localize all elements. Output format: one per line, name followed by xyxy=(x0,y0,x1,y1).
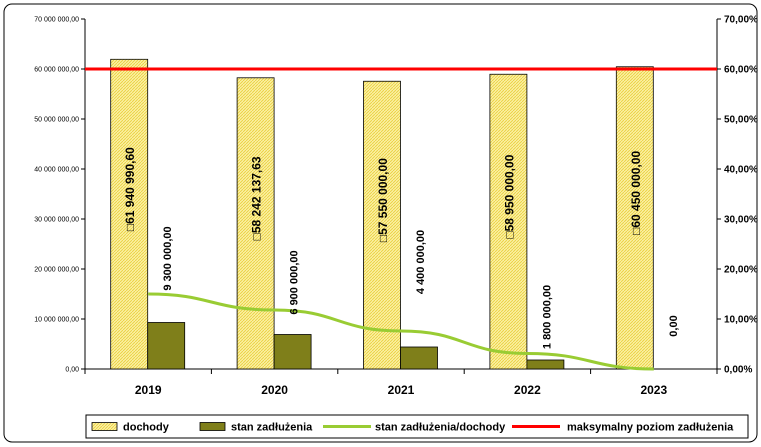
x-tick-label: 2019 xyxy=(135,383,162,397)
legend-entry: maksymalny poziom zadłużenia xyxy=(567,422,734,434)
bar-stan-zadluzenia xyxy=(400,346,438,370)
bar-stan-zadluzenia xyxy=(273,334,312,370)
y-left-tick-label: 30 000 000,00 xyxy=(34,217,79,224)
x-tick-label: 2021 xyxy=(388,383,415,397)
legend-box xyxy=(85,414,749,439)
y-left-tick-label: 50 000 000,00 xyxy=(34,117,79,124)
bar-stan-zadluzenia xyxy=(147,322,186,370)
legend-entry: stan zadłużenia xyxy=(231,422,313,434)
y-left-tick-label: 20 000 000,00 xyxy=(34,267,79,274)
bar-dochody xyxy=(236,77,275,370)
y-right-tick-label: 40,00% xyxy=(724,165,758,176)
data-label-dochody: □58 242 137,63 xyxy=(250,156,264,240)
y-left-tick-label: 40 000 000,00 xyxy=(34,167,79,174)
y-left-tick-label: 70 000 000,00 xyxy=(34,17,79,24)
bar-dochody xyxy=(615,66,654,370)
y-right-tick-label: 70,00% xyxy=(724,15,758,26)
y-left-tick-label: 60 000 000,00 xyxy=(34,67,79,74)
x-tick-label: 2020 xyxy=(261,383,288,397)
x-tick-label: 2022 xyxy=(514,383,541,397)
y-left-tick-label: 0,00 xyxy=(65,367,79,374)
bar-stan-zadluzenia xyxy=(526,359,565,370)
y-right-tick-label: 50,00% xyxy=(724,115,758,126)
data-label-stan-zadluzenia: 0,00 xyxy=(668,315,680,336)
legend-entry: dochody xyxy=(123,422,170,434)
data-label-stan-zadluzenia: 9 300 000,00 xyxy=(162,226,174,290)
data-label-dochody: □61 940 990,60 xyxy=(123,147,137,231)
bar-dochody xyxy=(489,73,528,370)
y-left-tick-label: 10 000 000,00 xyxy=(34,317,79,324)
x-tick-label: 2023 xyxy=(640,383,667,397)
bar-dochody xyxy=(110,58,149,370)
y-right-tick-label: 10,00% xyxy=(724,315,758,326)
data-label-dochody: □60 450 000,00 xyxy=(629,151,643,235)
data-label-stan-zadluzenia: 4 400 000,00 xyxy=(415,230,427,294)
data-label-dochody: □57 550 000,00 xyxy=(376,158,390,242)
legend-entry: stan zadłużenia/dochody xyxy=(375,422,506,434)
data-label-stan-zadluzenia: 1 800 000,00 xyxy=(541,285,553,349)
data-label-dochody: □58 950 000,00 xyxy=(502,154,516,238)
line-stan-zadluzenia-dochody xyxy=(148,292,654,371)
y-right-tick-label: 60,00% xyxy=(724,65,758,76)
y-right-tick-label: 0,00% xyxy=(724,365,752,376)
legend-swatch xyxy=(199,422,226,431)
bar-dochody xyxy=(363,80,401,370)
data-label-stan-zadluzenia: 6 900 000,00 xyxy=(289,250,301,314)
legend-swatch xyxy=(91,422,118,431)
y-right-tick-label: 30,00% xyxy=(724,215,758,226)
y-right-tick-label: 20,00% xyxy=(724,265,758,276)
